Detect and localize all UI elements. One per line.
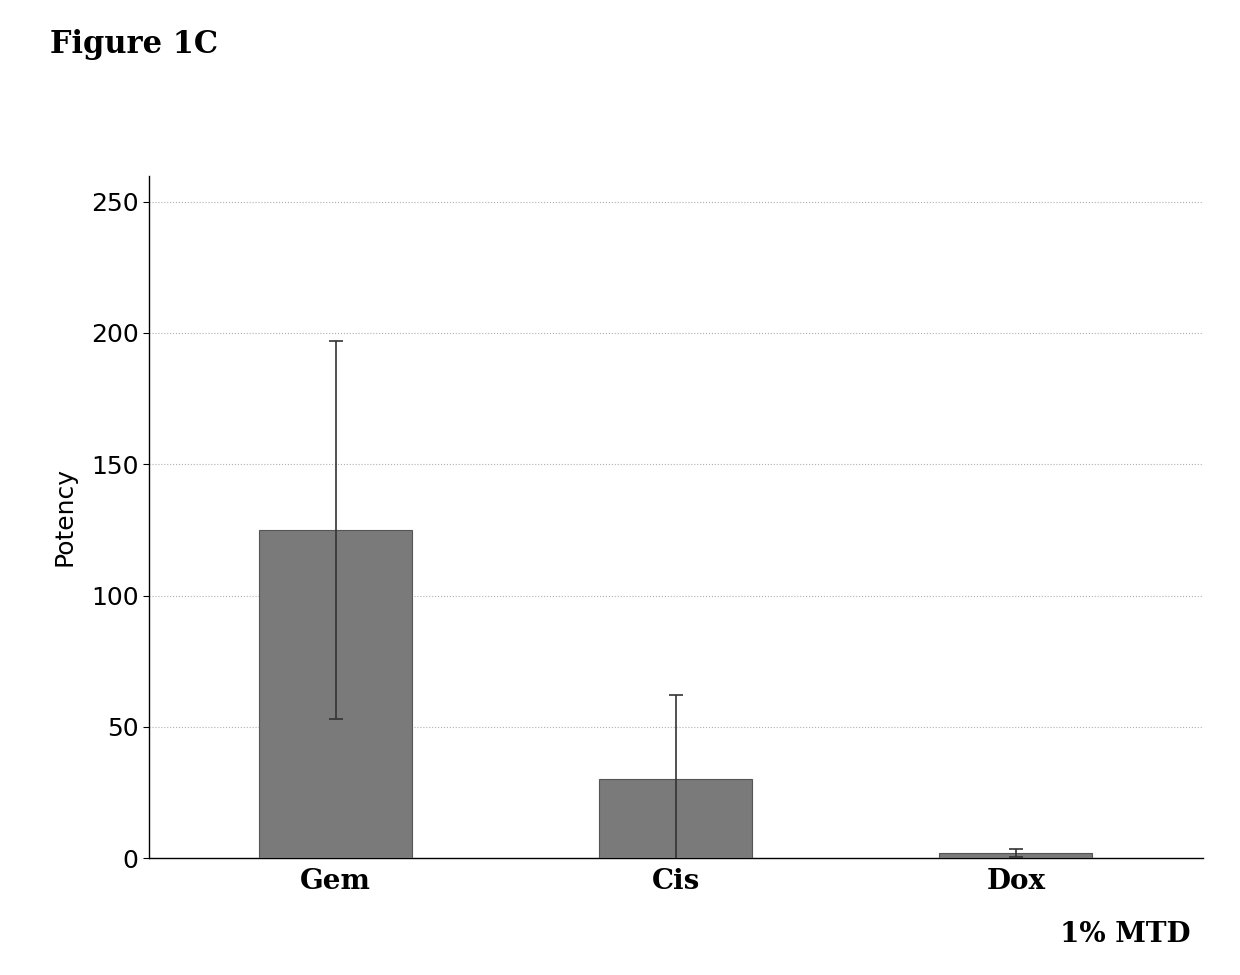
Bar xyxy=(599,779,753,858)
Y-axis label: Potency: Potency xyxy=(53,467,77,566)
Text: 1% MTD: 1% MTD xyxy=(1060,921,1190,949)
Bar xyxy=(259,529,413,858)
Bar xyxy=(940,853,1092,858)
Text: Figure 1C: Figure 1C xyxy=(50,29,218,60)
